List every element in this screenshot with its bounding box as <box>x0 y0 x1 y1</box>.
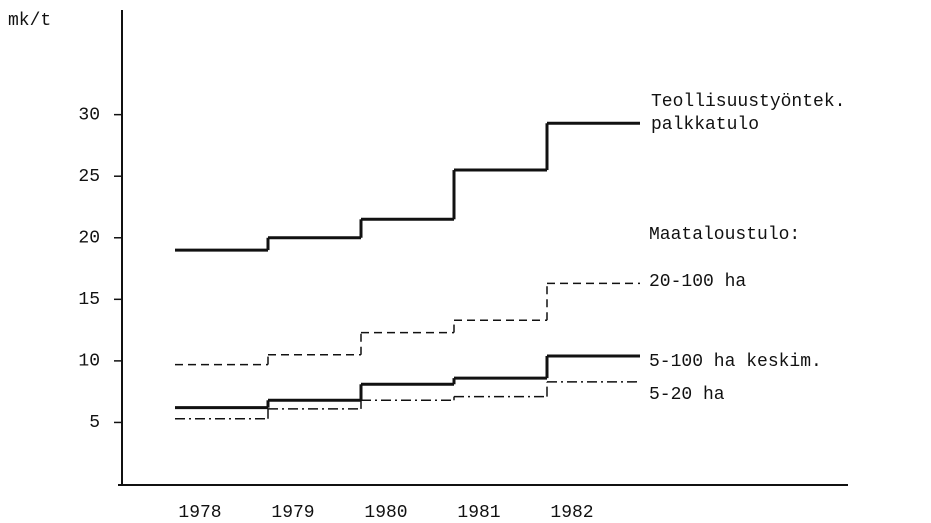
legend-title: Maataloustulo: <box>649 225 801 245</box>
series-label: Teollisuustyöntek. palkkatulo <box>651 92 846 136</box>
y-tick-label: 15 <box>78 290 100 310</box>
y-axis-label: mk/t <box>8 11 51 31</box>
y-tick-label: 30 <box>78 105 100 125</box>
y-tick-label: 20 <box>78 229 100 249</box>
x-tick-label: 1979 <box>271 503 314 523</box>
series-label: 5-100 ha keskim. <box>649 351 822 372</box>
y-tick-label: 25 <box>78 167 100 187</box>
x-tick-label: 1978 <box>178 503 221 523</box>
y-tick-label: 10 <box>78 352 100 372</box>
series-label: 20-100 ha <box>649 272 747 293</box>
x-tick-label: 1981 <box>457 503 500 523</box>
x-tick-label: 1982 <box>550 503 593 523</box>
series-label: 5-20 ha <box>649 384 725 405</box>
y-tick-label: 5 <box>89 413 100 433</box>
x-tick-label: 1980 <box>364 503 407 523</box>
